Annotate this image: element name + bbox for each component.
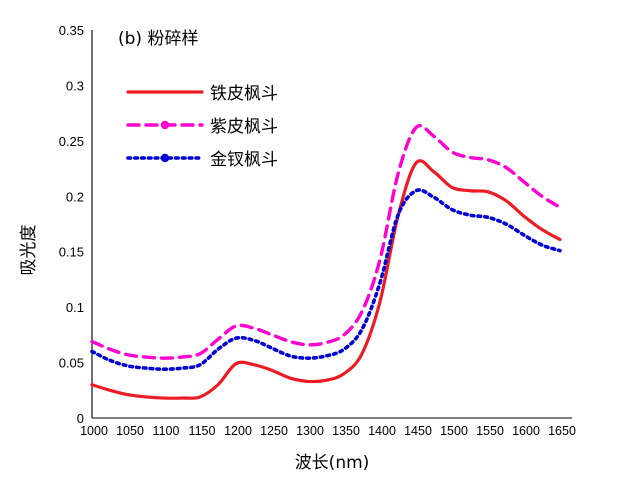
legend-label-紫皮枫斗: 紫皮枫斗 xyxy=(210,117,278,137)
y-axis-title: 吸光度 xyxy=(19,225,39,276)
y-tick-label: 0.1 xyxy=(66,300,84,315)
x-tick-label: 1600 xyxy=(512,424,540,438)
y-axis-ticks: 0 0.05 0.1 0.15 0.2 0.25 0.3 0.35 xyxy=(59,23,84,426)
x-tick-label: 1100 xyxy=(153,424,180,438)
x-axis-title: 波长(nm) xyxy=(295,453,370,473)
x-tick-label: 1300 xyxy=(296,424,324,438)
y-tick-label: 0.2 xyxy=(66,189,84,204)
legend-marker-紫皮枫斗 xyxy=(160,120,170,130)
x-tick-label: 1150 xyxy=(189,424,216,438)
data-series-group xyxy=(90,124,562,400)
x-tick-label: 1550 xyxy=(476,424,504,438)
series-line-紫皮枫斗 xyxy=(90,124,562,360)
y-tick-label: 0 xyxy=(77,411,84,426)
x-tick-label: 1650 xyxy=(548,424,576,438)
x-tick-label: 1350 xyxy=(332,424,360,438)
legend-marker-金钗枫斗 xyxy=(160,153,170,163)
x-axis-ticks: 1000 1050 1100 1150 1200 1250 1300 1350 1400 1450… xyxy=(80,424,576,438)
series-line-铁皮枫斗 xyxy=(90,159,562,400)
x-tick-label: 1400 xyxy=(368,424,396,438)
y-tick-label: 0.35 xyxy=(59,23,84,38)
y-tick-label: 0.25 xyxy=(59,134,84,149)
x-tick-label: 1050 xyxy=(116,424,144,438)
legend-label-铁皮枫斗: 铁皮枫斗 xyxy=(210,84,278,104)
x-tick-label: 1250 xyxy=(260,424,288,438)
y-tick-label: 0.3 xyxy=(66,78,84,93)
x-tick-label: 1450 xyxy=(404,424,432,438)
series-line-金钗枫斗 xyxy=(90,188,562,372)
panel-title: (b) 粉碎样 xyxy=(118,29,198,49)
y-tick-label: 0.05 xyxy=(59,356,84,371)
x-tick-label: 1500 xyxy=(440,424,468,438)
legend-label-金钗枫斗: 金钗枫斗 xyxy=(210,150,278,170)
x-tick-label: 1000 xyxy=(80,424,108,438)
y-tick-label: 0.15 xyxy=(59,245,84,260)
x-tick-label: 1200 xyxy=(224,424,252,438)
